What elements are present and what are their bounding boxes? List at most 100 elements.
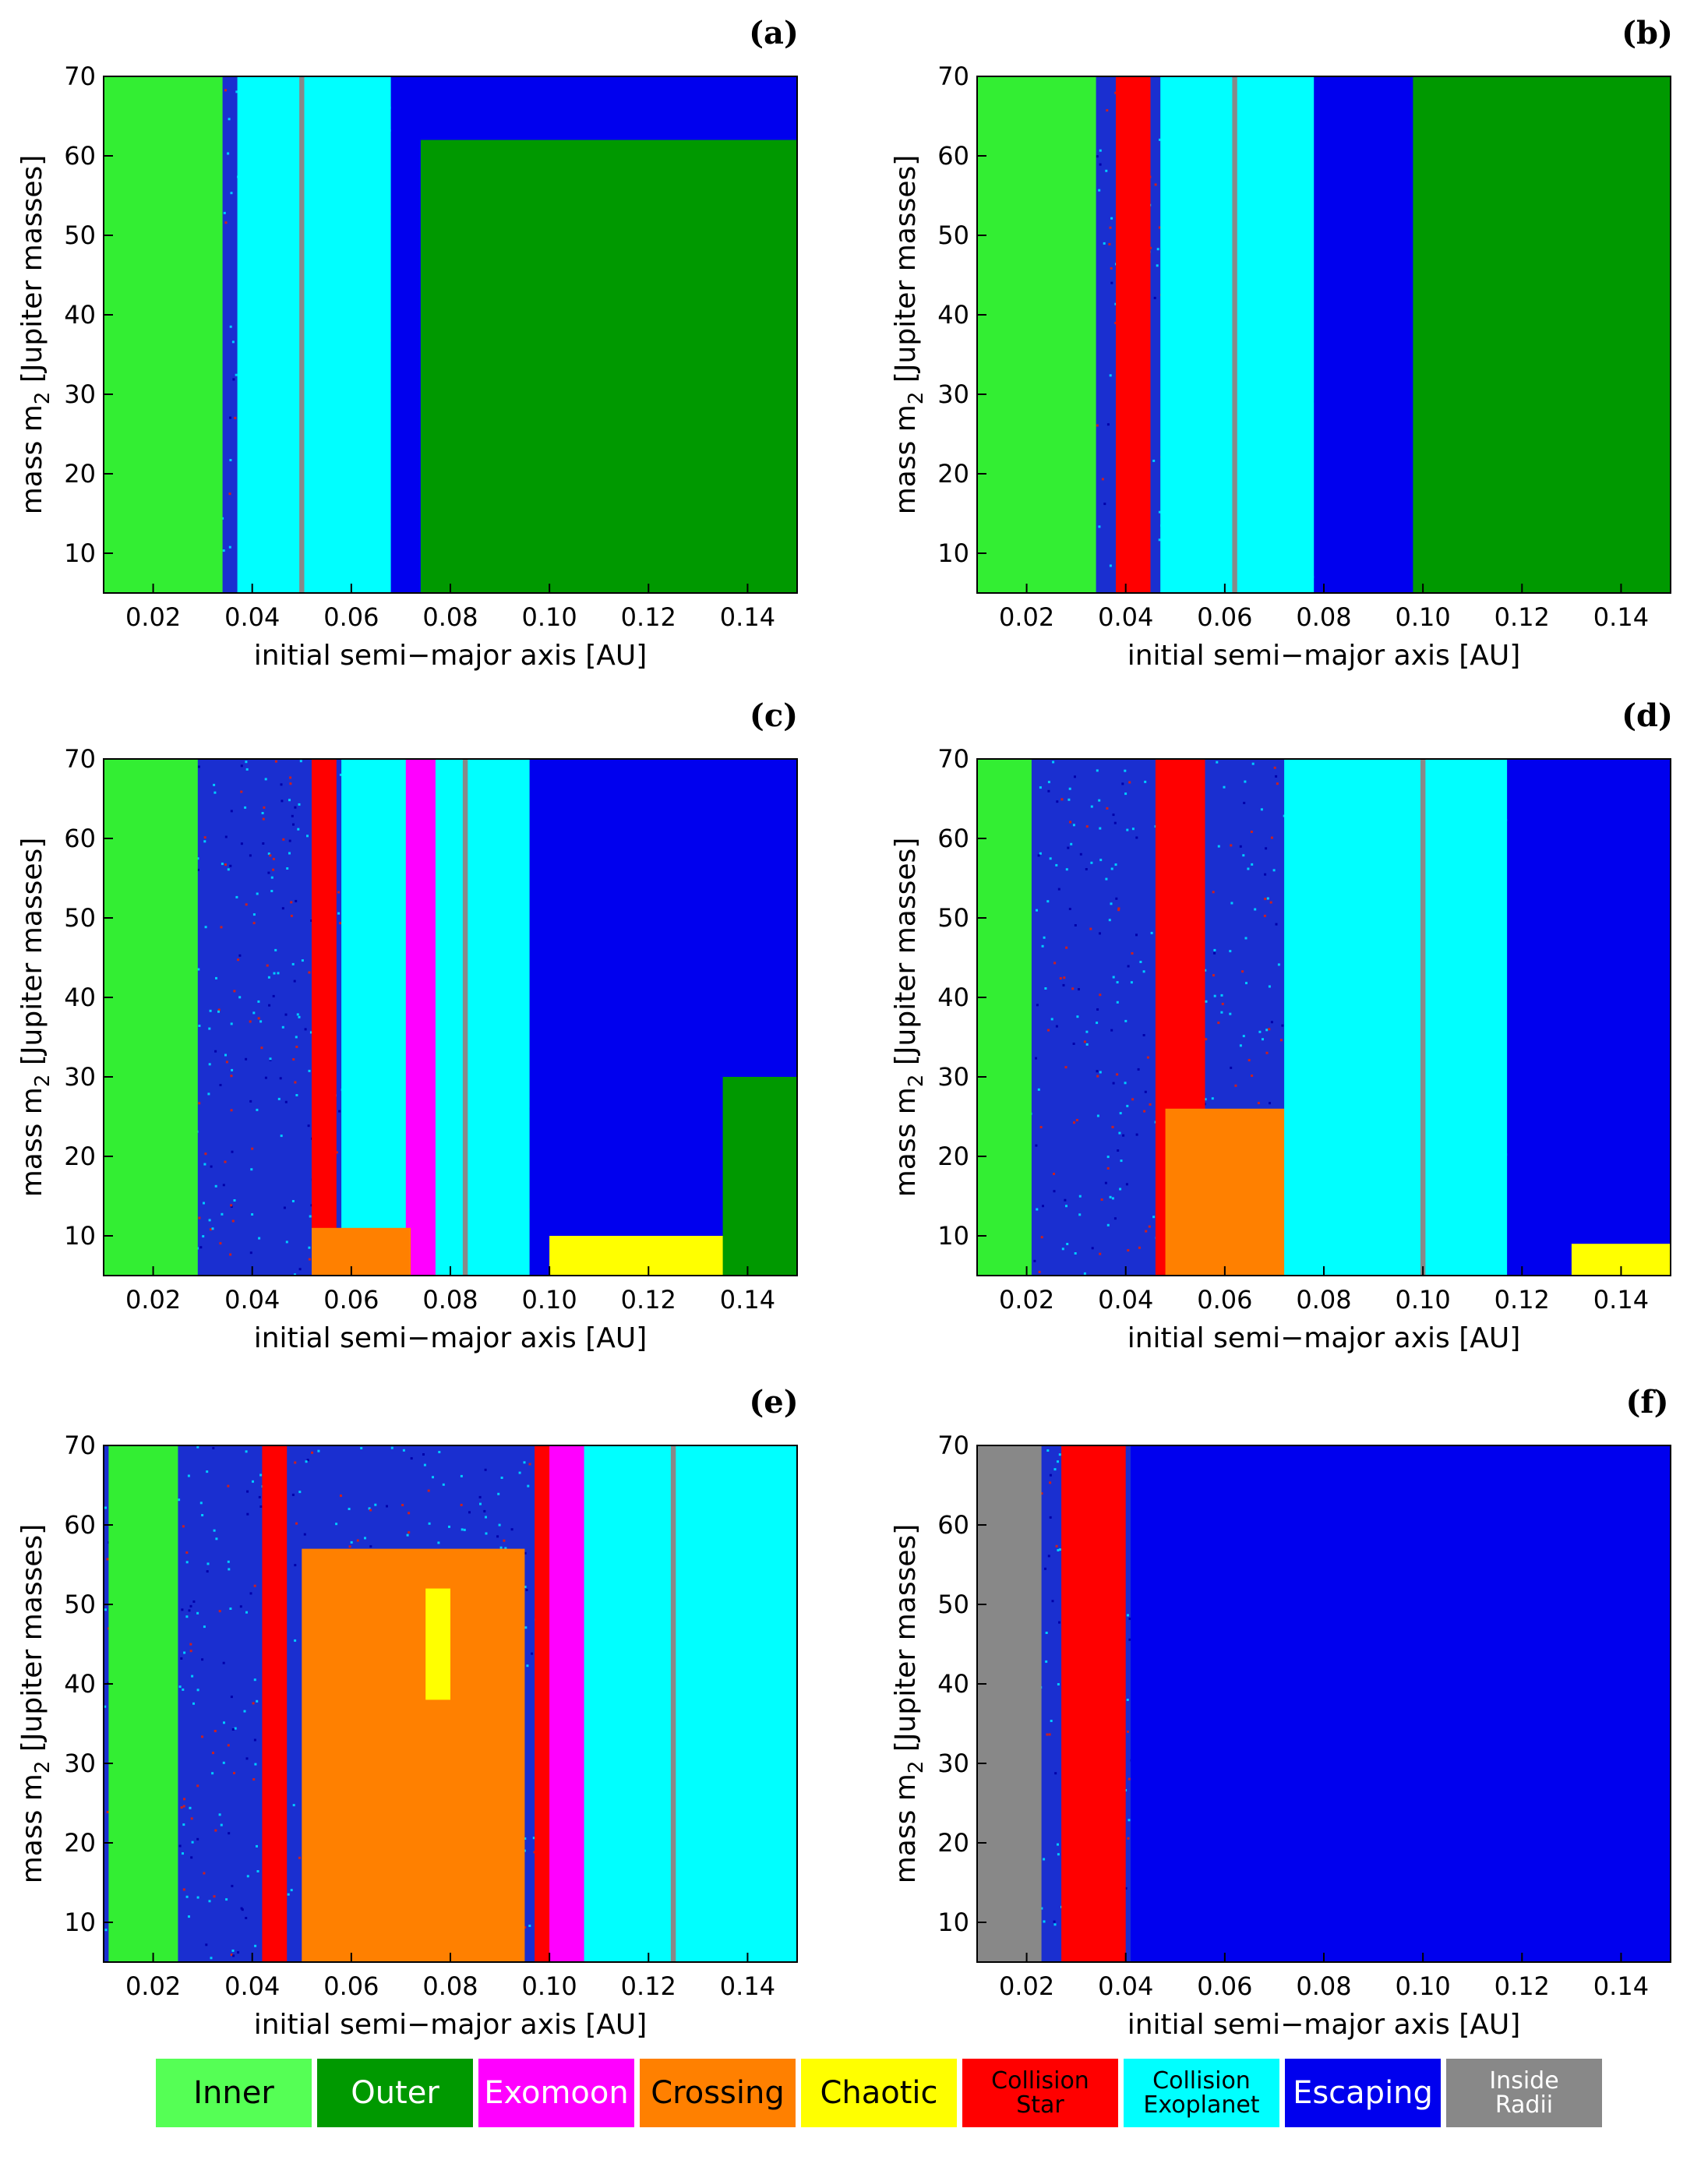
y-axis-label: mass m2 [Jupiter masses] xyxy=(890,155,928,515)
region-inner-0 xyxy=(977,759,1032,1276)
x-tick-label: 0.10 xyxy=(1396,1285,1451,1315)
x-tick-label: 0.08 xyxy=(422,1971,478,2001)
y-tick-label: 10 xyxy=(64,538,96,568)
legend-label: Collision Exoplanet xyxy=(1143,2066,1260,2119)
x-tick-label: 0.04 xyxy=(1098,602,1153,632)
plot-area xyxy=(104,759,797,1276)
chart-panel-b: 0.02 0.04 0.06 0.08 0.10 0.12 0.14 10 20 30 40 50 60… xyxy=(890,15,1673,672)
chart-panel-a: 0.02 0.04 0.06 0.08 0.10 0.12 0.14 10 20 30 40 50 60… xyxy=(16,15,799,672)
y-tick-label: 20 xyxy=(64,1142,96,1171)
y-tick-label: 20 xyxy=(64,459,96,489)
y-tick-label: 40 xyxy=(64,983,96,1012)
region-inner-0 xyxy=(104,759,198,1276)
legend-item: Escaping xyxy=(1285,2059,1441,2127)
y-tick-label: 30 xyxy=(937,379,969,409)
x-tick-label: 0.04 xyxy=(1098,1285,1153,1315)
x-axis-label: initial semi−major axis [AU] xyxy=(1127,2009,1521,2041)
y-tick-label: 30 xyxy=(64,379,96,409)
region-outer-4 xyxy=(420,139,797,593)
x-tick-label: 0.06 xyxy=(1197,1971,1252,2001)
region-insideradii-0 xyxy=(977,1445,1042,1962)
x-tick-label: 0.02 xyxy=(125,1285,181,1315)
x-axis-label: initial semi−major axis [AU] xyxy=(1127,1322,1521,1354)
x-tick-label: 0.12 xyxy=(1494,1971,1550,2001)
y-tick-label: 70 xyxy=(937,62,969,91)
region-crossing-2 xyxy=(302,1548,525,1962)
y-tick-label: 60 xyxy=(937,1510,969,1540)
region-escaping-6 xyxy=(1507,759,1671,1276)
region-chaotic-3 xyxy=(425,1588,450,1700)
x-tick-label: 0.02 xyxy=(125,602,181,632)
plot-area xyxy=(977,759,1671,1276)
y-tick-label: 50 xyxy=(937,221,969,250)
x-tick-label: 0.02 xyxy=(999,602,1054,632)
y-tick-label: 30 xyxy=(937,1749,969,1778)
x-tick-label: 0.08 xyxy=(422,602,478,632)
chart-panel-f: 0.02 0.04 0.06 0.08 0.10 0.12 0.14 10 20 30 40 50 60… xyxy=(890,1384,1671,2041)
x-tick-label: 0.14 xyxy=(1593,1285,1649,1315)
y-tick-label: 10 xyxy=(937,1221,969,1251)
x-tick-label: 0.10 xyxy=(1396,1971,1451,2001)
y-tick-label: 30 xyxy=(64,1749,96,1778)
plot-area xyxy=(977,1445,1671,1962)
legend-label: Outer xyxy=(351,2075,439,2111)
x-tick-label: 0.06 xyxy=(323,1285,379,1315)
y-tick-label: 70 xyxy=(64,744,96,774)
y-tick-label: 60 xyxy=(937,141,969,171)
region-collisionexoplanet-1 xyxy=(237,76,391,593)
x-tick-label: 0.08 xyxy=(422,1285,478,1315)
region-escaping-3 xyxy=(1131,1445,1671,1962)
region-inner-0 xyxy=(977,76,1096,593)
y-axis-label: mass m2 [Jupiter masses] xyxy=(16,838,55,1198)
y-tick-label: 20 xyxy=(937,1142,969,1171)
x-tick-label: 0.12 xyxy=(1494,602,1550,632)
y-tick-label: 20 xyxy=(937,459,969,489)
x-tick-label: 0.14 xyxy=(720,602,775,632)
y-tick-label: 10 xyxy=(64,1221,96,1251)
region-crossing-4 xyxy=(312,1227,411,1276)
panel-label: (f) xyxy=(1625,1384,1668,1421)
x-tick-label: 0.08 xyxy=(1296,1971,1351,2001)
y-tick-label: 50 xyxy=(64,221,96,250)
y-tick-label: 40 xyxy=(64,1669,96,1699)
y-tick-label: 70 xyxy=(937,744,969,774)
x-tick-label: 0.10 xyxy=(522,1285,577,1315)
region-collisionstar-1 xyxy=(1061,1445,1126,1962)
legend-label: Collision Star xyxy=(991,2066,1089,2119)
region-stableline-5 xyxy=(1420,759,1426,1276)
x-tick-label: 0.12 xyxy=(621,1971,676,2001)
panel-label: (c) xyxy=(750,697,798,734)
legend-item: Inside Radii xyxy=(1446,2059,1602,2127)
region-stableline-3 xyxy=(1232,76,1237,593)
x-tick-label: 0.06 xyxy=(1197,602,1252,632)
legend-label: Exomoon xyxy=(484,2075,629,2111)
legend-label: Crossing xyxy=(651,2075,785,2111)
plot-area xyxy=(104,76,797,593)
x-axis-label: initial semi−major axis [AU] xyxy=(254,2009,648,2041)
x-tick-label: 0.06 xyxy=(1197,1285,1252,1315)
y-tick-label: 10 xyxy=(937,538,969,568)
y-axis-label: mass m2 [Jupiter masses] xyxy=(890,838,928,1198)
region-crossing-2 xyxy=(1165,1108,1294,1276)
region-outer-5 xyxy=(1413,76,1671,593)
legend-label: Inner xyxy=(193,2075,274,2111)
legend-label: Chaotic xyxy=(820,2075,938,2111)
y-tick-label: 50 xyxy=(937,903,969,933)
y-tick-label: 20 xyxy=(937,1828,969,1858)
y-tick-label: 20 xyxy=(64,1828,96,1858)
legend-item: Exomoon xyxy=(478,2059,634,2127)
panel-label: (d) xyxy=(1622,697,1673,734)
x-axis-label: initial semi−major axis [AU] xyxy=(1127,640,1521,672)
legend-label: Escaping xyxy=(1293,2075,1433,2111)
legend-label: Inside Radii xyxy=(1489,2066,1559,2119)
x-tick-label: 0.14 xyxy=(720,1971,775,2001)
region-outer-8 xyxy=(722,1077,797,1276)
y-axis-label: mass m2 [Jupiter masses] xyxy=(890,1524,928,1884)
chart-panel-e: 0.02 0.04 0.06 0.08 0.10 0.12 0.14 10 20 30 40 50 60… xyxy=(16,1384,799,2041)
legend-item: Chaotic xyxy=(801,2059,957,2127)
plot-area xyxy=(977,76,1671,593)
y-tick-label: 70 xyxy=(64,1431,96,1460)
panel-label: (b) xyxy=(1622,15,1673,51)
y-tick-label: 60 xyxy=(64,141,96,171)
x-tick-label: 0.14 xyxy=(1593,1971,1649,2001)
